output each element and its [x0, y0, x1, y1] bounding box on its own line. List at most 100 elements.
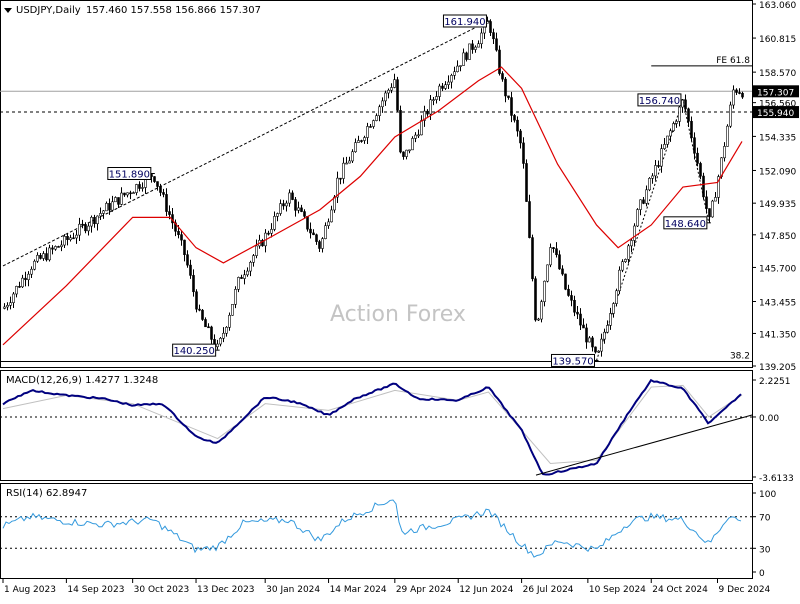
candle[interactable]	[270, 223, 273, 238]
candle[interactable]	[651, 173, 654, 184]
candle[interactable]	[126, 192, 129, 198]
candle[interactable]	[690, 116, 693, 142]
candle[interactable]	[72, 232, 75, 240]
candle[interactable]	[741, 91, 744, 99]
candle[interactable]	[183, 239, 186, 262]
candle[interactable]	[204, 317, 207, 328]
candle[interactable]	[735, 88, 738, 96]
candle[interactable]	[240, 274, 243, 279]
candle[interactable]	[633, 223, 636, 245]
candle[interactable]	[630, 238, 633, 253]
symbol-dropdown-icon[interactable]	[4, 8, 12, 13]
candle[interactable]	[207, 323, 210, 329]
candle[interactable]	[573, 295, 576, 317]
candle[interactable]	[384, 90, 387, 106]
candle[interactable]	[405, 149, 408, 160]
candle[interactable]	[534, 276, 537, 322]
candle[interactable]	[153, 176, 156, 183]
candle[interactable]	[111, 195, 114, 212]
candle[interactable]	[141, 182, 144, 192]
candle[interactable]	[687, 107, 690, 127]
candle[interactable]	[666, 135, 669, 147]
candle[interactable]	[237, 276, 240, 293]
candle[interactable]	[447, 75, 450, 89]
candle[interactable]	[516, 116, 519, 137]
candle[interactable]	[579, 308, 582, 330]
candle[interactable]	[654, 160, 657, 181]
candle[interactable]	[348, 156, 351, 164]
candle[interactable]	[390, 83, 393, 94]
candle[interactable]	[96, 215, 99, 231]
candle[interactable]	[12, 292, 15, 308]
candle[interactable]	[291, 190, 294, 201]
candle[interactable]	[294, 197, 297, 217]
candle[interactable]	[528, 194, 531, 239]
candle[interactable]	[660, 144, 663, 173]
candle[interactable]	[639, 199, 642, 216]
candle[interactable]	[672, 121, 675, 132]
candle[interactable]	[57, 245, 60, 248]
candle[interactable]	[48, 244, 51, 262]
candle[interactable]	[729, 101, 732, 128]
candle[interactable]	[285, 200, 288, 212]
candle[interactable]	[570, 290, 573, 307]
candle[interactable]	[42, 251, 45, 261]
candle[interactable]	[198, 304, 201, 312]
candle[interactable]	[501, 71, 504, 82]
candle[interactable]	[300, 204, 303, 213]
candle[interactable]	[132, 191, 135, 194]
candle[interactable]	[195, 289, 198, 313]
candle[interactable]	[312, 229, 315, 236]
candle[interactable]	[63, 234, 66, 249]
candle[interactable]	[627, 243, 630, 264]
candle[interactable]	[525, 159, 528, 202]
candle[interactable]	[417, 129, 420, 139]
candle[interactable]	[123, 192, 126, 197]
candle[interactable]	[642, 196, 645, 205]
candle[interactable]	[360, 139, 363, 143]
candle[interactable]	[135, 183, 138, 196]
candle[interactable]	[342, 157, 345, 184]
candle[interactable]	[231, 304, 234, 316]
candle[interactable]	[585, 323, 588, 349]
candle[interactable]	[723, 142, 726, 162]
candle[interactable]	[648, 177, 651, 192]
candle[interactable]	[60, 240, 63, 252]
candle[interactable]	[564, 273, 567, 291]
candle[interactable]	[369, 124, 372, 128]
candle[interactable]	[738, 88, 741, 95]
candle[interactable]	[699, 161, 702, 180]
candle[interactable]	[411, 136, 414, 151]
candle[interactable]	[615, 288, 618, 307]
candle[interactable]	[318, 239, 321, 253]
candle[interactable]	[387, 88, 390, 99]
candle[interactable]	[138, 181, 141, 192]
candle[interactable]	[402, 151, 405, 160]
price-panel[interactable]: FE 61.8 38.2 151.890 140.250 161.940 139.570 1…	[0, 14, 752, 367]
candle[interactable]	[36, 252, 39, 263]
candle[interactable]	[9, 296, 12, 310]
candle[interactable]	[675, 119, 678, 128]
candle[interactable]	[453, 66, 456, 80]
candle[interactable]	[339, 177, 342, 185]
candle[interactable]	[609, 307, 612, 330]
candle[interactable]	[234, 286, 237, 309]
candle[interactable]	[372, 119, 375, 129]
candle[interactable]	[696, 147, 699, 167]
macd-panel[interactable]	[0, 378, 753, 476]
candle[interactable]	[594, 346, 597, 354]
candle[interactable]	[681, 98, 684, 113]
candle[interactable]	[624, 258, 627, 263]
candle[interactable]	[18, 281, 21, 288]
candle[interactable]	[393, 73, 396, 89]
candle[interactable]	[549, 243, 552, 268]
candle[interactable]	[219, 337, 222, 347]
candle[interactable]	[324, 222, 327, 240]
candle[interactable]	[330, 205, 333, 223]
candle[interactable]	[576, 306, 579, 319]
candle[interactable]	[705, 190, 708, 214]
candle[interactable]	[708, 208, 711, 223]
candle[interactable]	[441, 83, 444, 92]
candle[interactable]	[45, 247, 48, 262]
